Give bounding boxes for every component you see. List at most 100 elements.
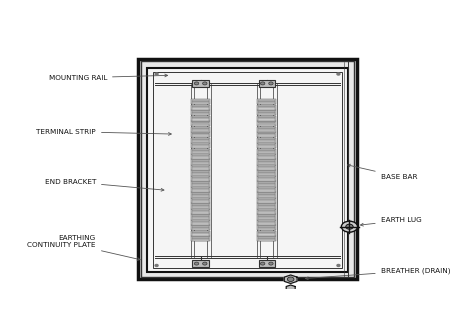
Bar bbox=[191, 220, 210, 225]
Bar bbox=[192, 237, 210, 239]
Text: END BRACKET: END BRACKET bbox=[45, 179, 164, 191]
Bar bbox=[257, 187, 276, 192]
Bar bbox=[192, 239, 210, 241]
Bar bbox=[192, 122, 210, 124]
Bar bbox=[258, 173, 275, 176]
Bar bbox=[192, 222, 210, 225]
Bar bbox=[192, 176, 210, 178]
Bar bbox=[258, 144, 275, 145]
Bar bbox=[258, 160, 275, 162]
Bar bbox=[192, 198, 210, 200]
Circle shape bbox=[337, 73, 340, 75]
Bar bbox=[258, 102, 275, 104]
Text: EARTH LUG: EARTH LUG bbox=[361, 217, 421, 226]
Bar bbox=[258, 156, 275, 159]
Bar bbox=[257, 181, 276, 187]
Bar bbox=[192, 226, 210, 228]
Circle shape bbox=[346, 224, 353, 229]
Bar bbox=[192, 138, 210, 140]
Bar bbox=[258, 209, 275, 211]
Bar bbox=[191, 176, 210, 181]
Circle shape bbox=[194, 262, 199, 265]
Bar bbox=[192, 154, 210, 156]
Bar bbox=[192, 140, 210, 142]
Bar bbox=[258, 198, 275, 200]
Bar bbox=[153, 72, 342, 268]
Bar bbox=[192, 260, 209, 267]
Bar bbox=[147, 68, 347, 272]
Circle shape bbox=[269, 82, 273, 85]
Bar bbox=[257, 121, 276, 126]
Circle shape bbox=[202, 262, 207, 265]
Bar bbox=[191, 137, 210, 143]
Bar bbox=[258, 222, 275, 225]
Circle shape bbox=[194, 82, 199, 85]
Bar bbox=[192, 228, 210, 230]
Bar bbox=[258, 233, 275, 236]
Bar bbox=[192, 112, 210, 115]
Bar bbox=[192, 233, 210, 236]
Bar bbox=[258, 200, 275, 203]
Bar bbox=[258, 133, 275, 135]
Bar bbox=[258, 162, 275, 164]
Bar bbox=[192, 173, 210, 176]
Text: AutomationForum.Co: AutomationForum.Co bbox=[158, 9, 316, 22]
Bar bbox=[191, 143, 210, 148]
Bar bbox=[258, 206, 275, 208]
Bar bbox=[258, 239, 275, 241]
Bar bbox=[192, 111, 210, 112]
Bar bbox=[191, 209, 210, 214]
Bar bbox=[192, 200, 210, 203]
Bar bbox=[257, 137, 276, 143]
Bar bbox=[192, 220, 210, 222]
Bar bbox=[258, 176, 275, 178]
Bar bbox=[258, 231, 275, 233]
Circle shape bbox=[155, 265, 158, 266]
Polygon shape bbox=[286, 285, 295, 291]
Bar bbox=[191, 126, 210, 132]
Text: MOUNTING RAIL: MOUNTING RAIL bbox=[49, 74, 168, 81]
Bar bbox=[257, 192, 276, 198]
Bar bbox=[191, 110, 210, 115]
Text: BREATHER (DRAIN): BREATHER (DRAIN) bbox=[305, 267, 450, 280]
Bar bbox=[191, 236, 210, 241]
Bar bbox=[192, 217, 210, 219]
Bar bbox=[257, 165, 276, 170]
Bar bbox=[192, 160, 210, 162]
Bar bbox=[258, 184, 275, 186]
Bar bbox=[192, 99, 210, 101]
Bar bbox=[258, 237, 275, 239]
Bar bbox=[258, 211, 275, 214]
Bar bbox=[141, 61, 354, 277]
Bar bbox=[191, 192, 210, 198]
Bar bbox=[192, 188, 210, 189]
Bar bbox=[258, 204, 275, 206]
Bar bbox=[258, 105, 275, 107]
Bar bbox=[258, 260, 275, 267]
Bar bbox=[191, 154, 210, 159]
Bar bbox=[192, 135, 210, 137]
Bar bbox=[191, 225, 210, 230]
Bar bbox=[192, 102, 210, 104]
Bar bbox=[258, 220, 275, 222]
Bar bbox=[258, 167, 275, 170]
Bar bbox=[191, 198, 210, 203]
Bar bbox=[192, 149, 210, 151]
Bar bbox=[258, 151, 275, 153]
Bar bbox=[191, 181, 210, 187]
Bar bbox=[258, 193, 275, 195]
Bar bbox=[258, 118, 275, 121]
Bar bbox=[258, 80, 275, 86]
Circle shape bbox=[261, 82, 265, 85]
Bar bbox=[192, 146, 210, 148]
Bar bbox=[191, 165, 210, 170]
Circle shape bbox=[287, 277, 294, 281]
Circle shape bbox=[341, 221, 357, 232]
Bar bbox=[257, 214, 276, 219]
Bar bbox=[191, 203, 210, 209]
Bar bbox=[258, 188, 275, 189]
Bar bbox=[258, 171, 275, 173]
Bar bbox=[192, 215, 210, 217]
Bar bbox=[192, 116, 210, 118]
Bar bbox=[192, 151, 210, 153]
